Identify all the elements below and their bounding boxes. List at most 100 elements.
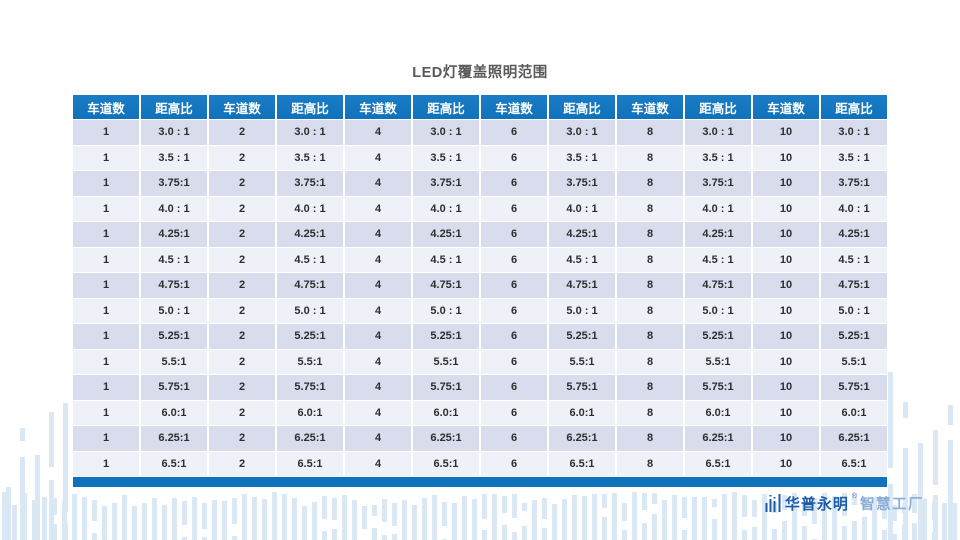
ratio-cell: 6.5:1 (141, 451, 207, 476)
decor-bar (12, 505, 17, 540)
decor-bar (432, 495, 437, 540)
decor-bar (752, 500, 757, 540)
ratio-cell: 6.25:1 (277, 426, 343, 451)
decor-bar (492, 494, 497, 540)
decor-bar (832, 496, 837, 540)
lane-cell: 4 (345, 375, 411, 400)
decor-bar (82, 497, 87, 540)
ratio-cell: 3.75:1 (821, 171, 887, 196)
decor-bar (762, 494, 767, 540)
lane-cell: 8 (617, 375, 683, 400)
decor-bar (252, 497, 257, 540)
decor-bar (922, 499, 927, 540)
decor-bar (20, 428, 25, 540)
lane-cell: 6 (481, 222, 547, 247)
lane-cell: 4 (345, 196, 411, 221)
ratio-cell: 4.25:1 (685, 222, 751, 247)
ratio-cell: 3.5 : 1 (413, 145, 479, 170)
ratio-cell: 6.25:1 (141, 426, 207, 451)
decor-bar (402, 500, 407, 540)
lane-cell: 1 (73, 196, 139, 221)
ratio-cell: 3.0 : 1 (413, 120, 479, 145)
decor-bar (342, 495, 347, 540)
ratio-cell: 4.5 : 1 (413, 247, 479, 272)
lane-cell: 6 (481, 247, 547, 272)
lane-cell: 8 (617, 426, 683, 451)
lane-cell: 2 (209, 273, 275, 298)
lane-cell: 10 (753, 273, 819, 298)
lane-cell: 4 (345, 145, 411, 170)
ratio-cell: 4.0 : 1 (141, 196, 207, 221)
decor-bar (732, 492, 737, 540)
ratio-cell: 6.0:1 (549, 400, 615, 425)
decor-bar (102, 506, 107, 540)
decor-bar (562, 499, 567, 540)
decor-bar (888, 372, 893, 540)
decor-bar (872, 497, 877, 540)
ratio-cell: 3.75:1 (685, 171, 751, 196)
ratio-cell: 4.75:1 (141, 273, 207, 298)
lane-cell: 2 (209, 145, 275, 170)
ratio-cell: 3.0 : 1 (685, 120, 751, 145)
decor-bar (542, 498, 547, 540)
ratio-cell: 4.0 : 1 (413, 196, 479, 221)
decor-bar (482, 494, 487, 540)
decor-bar (782, 495, 787, 540)
ratio-cell: 5.5:1 (277, 349, 343, 374)
decor-bar (312, 502, 317, 540)
ratio-cell: 5.5:1 (821, 349, 887, 374)
decor-bar (442, 502, 447, 540)
decor-bar (892, 505, 897, 540)
lane-cell: 1 (73, 451, 139, 476)
decor-bar (292, 498, 297, 540)
decor-bar (712, 499, 717, 540)
ratio-cell: 4.5 : 1 (821, 247, 887, 272)
ratio-cell: 4.25:1 (549, 222, 615, 247)
lane-cell: 4 (345, 247, 411, 272)
ratio-cell: 5.25:1 (277, 324, 343, 349)
ratio-cell: 5.25:1 (549, 324, 615, 349)
ratio-cell: 6.0:1 (277, 400, 343, 425)
lane-cell: 8 (617, 349, 683, 374)
lane-count-header: 车道数 (481, 95, 547, 119)
lane-cell: 8 (617, 145, 683, 170)
decor-bar (948, 405, 953, 540)
ratio-cell: 4.25:1 (413, 222, 479, 247)
decor-bar (322, 496, 327, 540)
ratio-cell: 6.5:1 (685, 451, 751, 476)
decor-bar (49, 412, 54, 540)
lane-cell: 8 (617, 247, 683, 272)
decor-bar (332, 498, 337, 540)
ratio-cell: 6.25:1 (549, 426, 615, 451)
lane-cell: 6 (481, 451, 547, 476)
decor-bar (952, 503, 957, 540)
ratio-cell: 6.5:1 (413, 451, 479, 476)
decor-bar (282, 494, 287, 540)
page-title: LED灯覆盖照明范围 (412, 65, 548, 81)
lane-cell: 10 (753, 349, 819, 374)
table-footer-bar (73, 477, 887, 487)
ratio-cell: 6.25:1 (413, 426, 479, 451)
lane-cell: 2 (209, 120, 275, 145)
ratio-header: 距高比 (277, 95, 343, 119)
lane-cell: 10 (753, 247, 819, 272)
decor-bar (142, 503, 147, 540)
ratio-header: 距高比 (821, 95, 887, 119)
ratio-cell: 5.5:1 (413, 349, 479, 374)
ratio-cell: 5.0 : 1 (821, 298, 887, 323)
lane-cell: 6 (481, 196, 547, 221)
decor-bar (522, 503, 527, 540)
ratio-cell: 3.5 : 1 (821, 145, 887, 170)
factory-bars-logo-icon (765, 494, 781, 512)
lane-cell: 8 (617, 324, 683, 349)
decor-bar (35, 455, 40, 540)
lane-count-header: 车道数 (753, 95, 819, 119)
lane-cell: 1 (73, 222, 139, 247)
decor-bar (692, 497, 697, 540)
ratio-cell: 4.0 : 1 (821, 196, 887, 221)
lane-cell: 10 (753, 196, 819, 221)
lane-cell: 6 (481, 349, 547, 374)
lane-cell: 4 (345, 273, 411, 298)
decor-bar (372, 505, 377, 540)
decor-bar (662, 500, 667, 540)
